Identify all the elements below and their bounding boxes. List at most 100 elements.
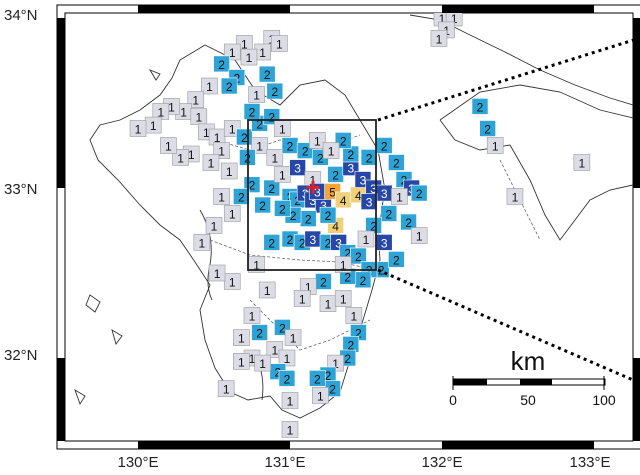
station-intensity-1: 1 <box>223 205 241 222</box>
svg-text:2: 2 <box>284 372 291 386</box>
station-intensity-1: 1 <box>208 264 226 282</box>
station-intensity-1: 1 <box>240 48 258 66</box>
svg-text:2: 2 <box>405 216 412 230</box>
svg-text:1: 1 <box>211 219 218 233</box>
station-intensity-1: 1 <box>312 387 329 404</box>
svg-text:2: 2 <box>344 247 351 261</box>
svg-text:3: 3 <box>309 194 316 208</box>
svg-text:1: 1 <box>439 12 446 26</box>
svg-text:2: 2 <box>268 236 275 250</box>
station-intensity-1: 1 <box>319 295 337 312</box>
svg-text:1: 1 <box>229 276 236 290</box>
svg-text:1: 1 <box>218 191 225 205</box>
svg-text:1: 1 <box>246 51 253 65</box>
lon-label-131: 131°E <box>264 454 305 471</box>
shikoku-coastline <box>439 84 633 241</box>
svg-text:1: 1 <box>287 395 294 409</box>
svg-text:2: 2 <box>393 253 400 267</box>
station-intensity-1: 1 <box>391 188 408 205</box>
station-intensity-1: 1 <box>334 256 352 273</box>
station-intensity-1: 1 <box>217 380 235 397</box>
station-intensity-2: 2 <box>281 137 299 154</box>
station-intensity-2: 2 <box>309 370 326 387</box>
svg-text:1: 1 <box>512 191 519 205</box>
station-intensity-1: 1 <box>573 154 591 171</box>
station-intensity-1: 1 <box>223 273 241 290</box>
station-intensity-1: 1 <box>193 234 211 251</box>
station-intensity-2: 2 <box>266 82 284 100</box>
station-intensity-1: 1 <box>233 329 250 346</box>
svg-text:3: 3 <box>347 162 354 176</box>
svg-text:2: 2 <box>317 151 324 165</box>
station-intensity-1: 1 <box>243 307 261 324</box>
svg-text:2: 2 <box>393 157 400 171</box>
svg-text:2: 2 <box>416 187 423 201</box>
station-intensity-2: 2 <box>354 271 372 289</box>
svg-text:2: 2 <box>279 321 286 335</box>
svg-text:2: 2 <box>268 182 275 196</box>
scale-tick-100: 100 <box>592 392 616 408</box>
station-intensity-2: 2 <box>278 370 296 387</box>
study-area-box <box>247 119 377 271</box>
svg-text:1: 1 <box>259 46 266 60</box>
station-intensity-1: 1 <box>205 217 223 234</box>
svg-text:1: 1 <box>416 230 423 244</box>
station-intensity-2: 2 <box>220 77 238 95</box>
svg-text:2: 2 <box>332 168 339 182</box>
svg-text:1: 1 <box>188 148 195 162</box>
station-intensity-1: 1 <box>248 86 265 103</box>
station-intensity-2: 2 <box>375 137 393 154</box>
station-intensity-1: 1 <box>271 35 288 52</box>
lon-label-132: 132°E <box>421 454 462 471</box>
station-intensity-2: 2 <box>263 234 281 251</box>
station-intensity-1: 1 <box>322 142 340 159</box>
svg-text:1: 1 <box>198 236 205 250</box>
lat-label-32: 32°N <box>4 347 38 364</box>
svg-text:1: 1 <box>287 423 294 437</box>
svg-text:1: 1 <box>325 298 332 312</box>
scale-bar: km 0 50 100 <box>449 346 616 408</box>
svg-text:2: 2 <box>256 117 263 131</box>
svg-text:1: 1 <box>177 151 184 165</box>
svg-text:1: 1 <box>249 352 256 366</box>
svg-text:2: 2 <box>370 219 377 233</box>
station-intensity-2: 2 <box>243 103 261 120</box>
station-intensity-1: 1 <box>309 132 326 149</box>
svg-text:2: 2 <box>325 209 332 223</box>
svg-text:1: 1 <box>229 123 236 137</box>
svg-text:1: 1 <box>317 389 324 403</box>
svg-text:1: 1 <box>314 134 321 148</box>
station-intensity-4: 4 <box>334 191 352 209</box>
station-intensity-3: 3 <box>304 230 322 248</box>
svg-text:1: 1 <box>259 357 266 371</box>
svg-text:2: 2 <box>320 276 327 290</box>
station-intensity-1: 1 <box>506 188 524 205</box>
svg-text:1: 1 <box>229 208 236 222</box>
svg-text:1: 1 <box>214 267 221 281</box>
svg-text:2: 2 <box>238 191 245 205</box>
svg-text:1: 1 <box>206 80 213 94</box>
station-intensity-1: 1 <box>410 227 428 244</box>
station-intensity-2: 2 <box>380 205 398 222</box>
svg-text:4: 4 <box>355 189 362 203</box>
station-intensity-3: 3 <box>360 193 378 210</box>
svg-text:4: 4 <box>340 194 347 208</box>
scale-tick-0: 0 <box>449 392 457 408</box>
svg-text:2: 2 <box>314 372 321 386</box>
svg-text:1: 1 <box>249 310 256 324</box>
station-intensity-1: 1 <box>160 137 177 154</box>
svg-text:2: 2 <box>325 369 332 383</box>
svg-text:2: 2 <box>378 264 385 278</box>
svg-text:1: 1 <box>203 126 210 140</box>
svg-text:2: 2 <box>355 327 362 341</box>
svg-text:1: 1 <box>340 293 347 307</box>
svg-text:1: 1 <box>135 123 142 137</box>
station-intensity-1: 1 <box>278 349 296 367</box>
svg-text:1: 1 <box>253 89 260 103</box>
intensity-markers: 1111112222211111111111111111222121212212… <box>129 12 591 438</box>
svg-text:1: 1 <box>350 310 357 324</box>
station-intensity-2: 2 <box>299 210 317 227</box>
station-intensity-1: 1 <box>345 307 363 324</box>
svg-text:1: 1 <box>168 100 175 114</box>
svg-text:1: 1 <box>271 151 278 165</box>
